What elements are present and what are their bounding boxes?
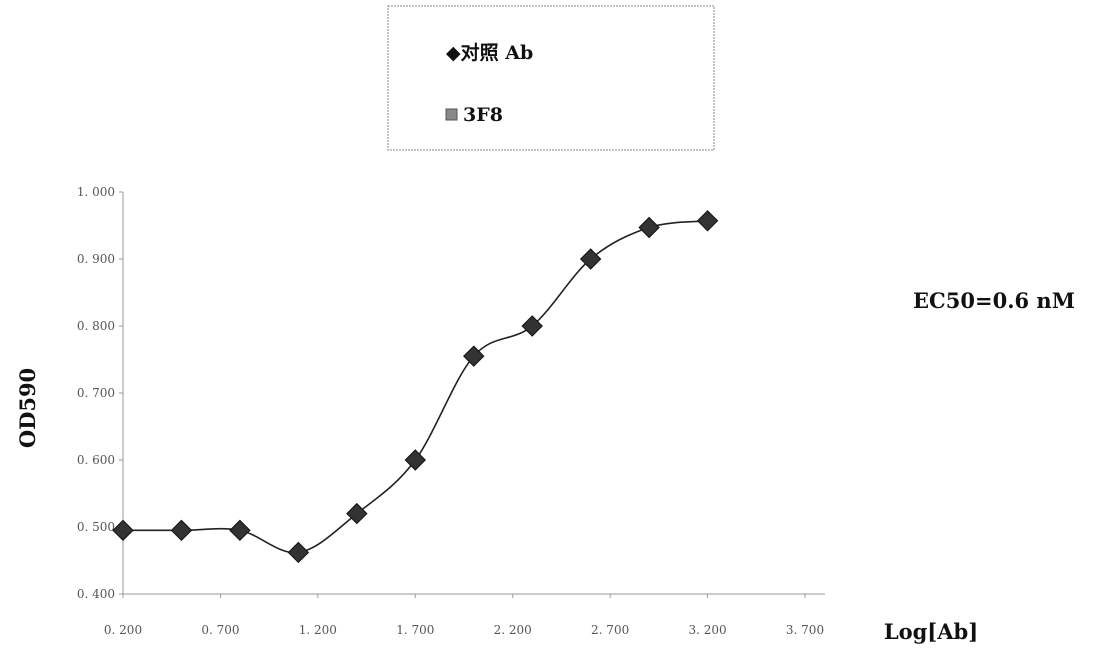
y-tick-label: 0. 800 [77,319,115,333]
data-point-diamond [229,519,251,542]
legend: ◆对照 Ab 3F8 [387,5,715,151]
y-axis-label: OD590 [15,368,40,448]
x-tick-label: 1. 700 [396,623,434,637]
x-ticks: 0. 200 0. 700 1. 200 1. 700 2. 200 2. 700 3. 2… [104,594,824,637]
y-tick-label: 0. 600 [77,453,115,467]
ec50-annotation: EC50=0.6 nM [913,288,1075,313]
data-point-diamond [112,519,134,542]
series-markers [112,210,719,564]
data-point-diamond [287,541,310,564]
data-point-diamond [579,248,602,270]
legend-box [387,5,715,151]
data-point-diamond [404,449,426,471]
x-tick-label: 1. 200 [299,623,337,637]
data-point-diamond [346,502,368,525]
x-tick-label: 0. 700 [201,623,239,637]
x-axis-label: Log[Ab] [884,619,978,644]
legend-label-3f8: 3F8 [463,104,503,126]
y-tick-label: 0. 900 [77,252,115,266]
x-tick-label: 2. 200 [494,623,532,637]
y-tick-label: 0. 700 [77,386,115,400]
x-tick-label: 2. 700 [591,623,629,637]
x-tick-label: 3. 200 [688,623,726,637]
data-point-diamond [170,519,193,542]
y-ticks: 0. 400 0. 500 0. 600 0. 700 0. 800 0. 900 1. 0… [77,185,123,601]
data-point-diamond [521,315,543,337]
data-point-diamond [696,210,719,232]
y-tick-label: 1. 000 [77,185,115,199]
data-point-diamond [638,216,660,239]
y-tick-label: 0. 500 [77,520,115,534]
series-line-control-ab [123,220,708,554]
data-point-diamond [463,345,485,367]
legend-label-control-ab: ◆对照 Ab [446,41,533,64]
legend-marker-3f8-square-icon [445,108,458,121]
x-tick-label: 0. 200 [104,623,142,637]
x-tick-label: 3. 700 [786,623,824,637]
y-tick-label: 0. 400 [77,587,115,601]
